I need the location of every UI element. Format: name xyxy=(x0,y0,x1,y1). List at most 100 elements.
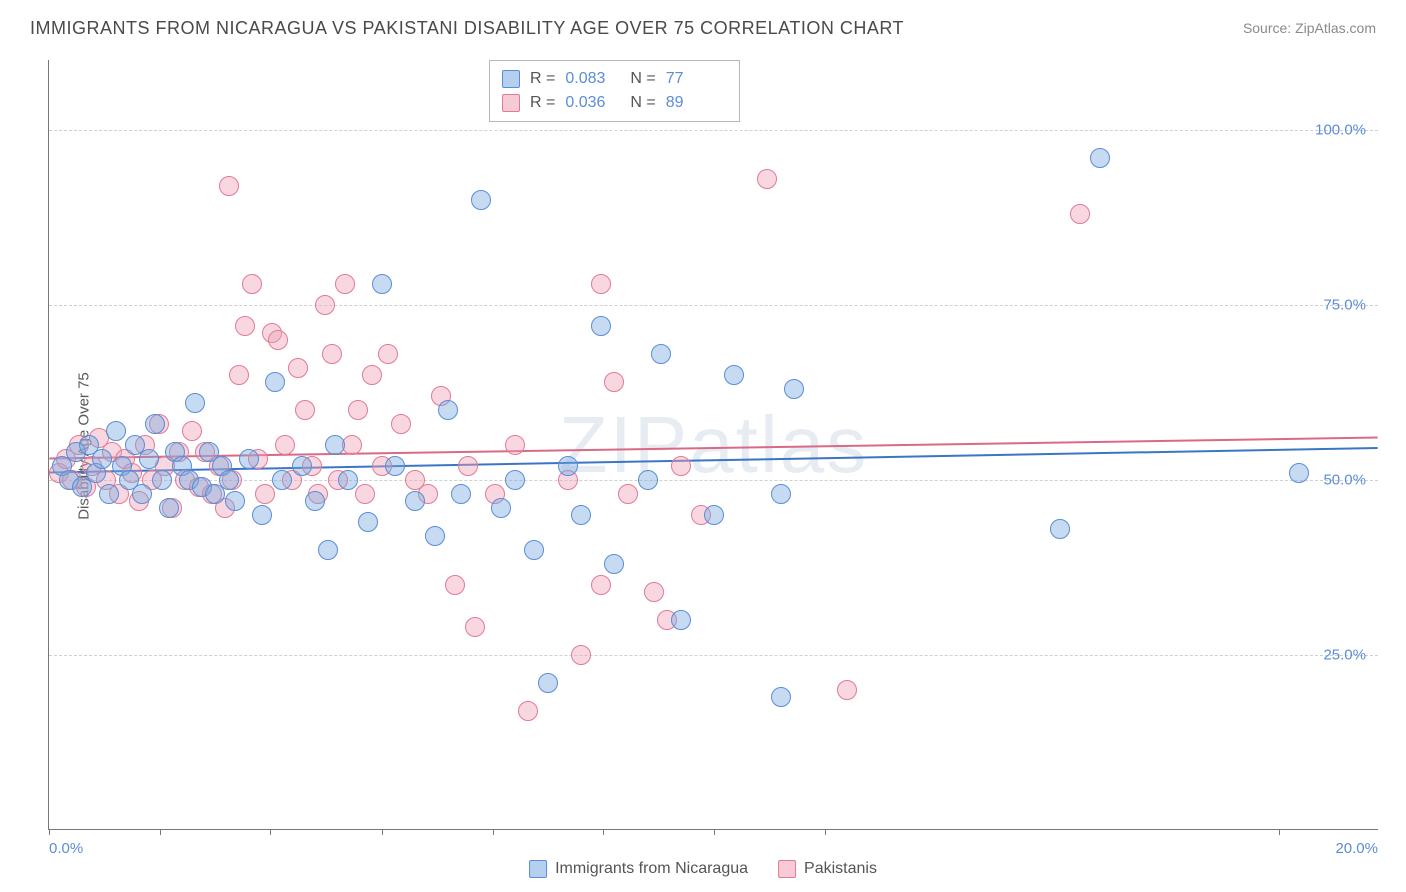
scatter-point xyxy=(1289,463,1309,483)
scatter-point xyxy=(268,330,288,350)
scatter-point xyxy=(1090,148,1110,168)
scatter-point xyxy=(471,190,491,210)
scatter-point xyxy=(591,274,611,294)
scatter-point xyxy=(335,274,355,294)
legend-item-1: Immigrants from Nicaragua xyxy=(529,860,748,878)
trend-lines-svg xyxy=(49,60,1378,829)
x-tick-mark xyxy=(714,829,715,835)
scatter-point xyxy=(458,456,478,476)
scatter-point xyxy=(757,169,777,189)
r-value-2: 0.036 xyxy=(565,91,620,115)
y-tick-label: 75.0% xyxy=(1323,297,1366,314)
stats-row-2: R = 0.036 N = 89 xyxy=(502,91,721,115)
scatter-point xyxy=(425,526,445,546)
scatter-point xyxy=(524,540,544,560)
scatter-point xyxy=(325,435,345,455)
scatter-point xyxy=(505,435,525,455)
scatter-point xyxy=(106,421,126,441)
scatter-point xyxy=(591,316,611,336)
scatter-point xyxy=(92,449,112,469)
scatter-point xyxy=(385,456,405,476)
scatter-point xyxy=(152,470,172,490)
source-name: ZipAtlas.com xyxy=(1295,20,1376,36)
scatter-point xyxy=(671,456,691,476)
scatter-point xyxy=(372,274,392,294)
scatter-point xyxy=(491,498,511,518)
scatter-point xyxy=(219,470,239,490)
scatter-point xyxy=(292,456,312,476)
scatter-point xyxy=(275,435,295,455)
scatter-point xyxy=(182,421,202,441)
scatter-point xyxy=(145,414,165,434)
scatter-point xyxy=(348,400,368,420)
scatter-point xyxy=(1050,519,1070,539)
scatter-point xyxy=(465,617,485,637)
x-tick-label-right: 20.0% xyxy=(1335,840,1378,857)
x-tick-mark xyxy=(270,829,271,835)
scatter-point xyxy=(638,470,658,490)
scatter-point xyxy=(518,701,538,721)
scatter-point xyxy=(235,316,255,336)
scatter-point xyxy=(1070,204,1090,224)
scatter-point xyxy=(239,449,259,469)
scatter-point xyxy=(362,365,382,385)
swatch-blue-icon xyxy=(529,860,547,878)
scatter-point xyxy=(315,295,335,315)
scatter-point xyxy=(571,645,591,665)
scatter-point xyxy=(618,484,638,504)
scatter-point xyxy=(358,512,378,532)
watermark-text: ZIPatlas xyxy=(559,399,868,491)
x-tick-mark xyxy=(825,829,826,835)
n-label-1: N = xyxy=(630,67,655,91)
scatter-point xyxy=(604,372,624,392)
r-value-1: 0.083 xyxy=(565,67,620,91)
source-attribution: Source: ZipAtlas.com xyxy=(1243,20,1376,36)
scatter-point xyxy=(225,491,245,511)
scatter-point xyxy=(771,687,791,707)
swatch-blue-icon xyxy=(502,70,520,88)
scatter-point xyxy=(305,491,325,511)
scatter-point xyxy=(318,540,338,560)
scatter-point xyxy=(219,176,239,196)
x-tick-mark xyxy=(493,829,494,835)
n-value-1: 77 xyxy=(666,67,721,91)
scatter-point xyxy=(558,456,578,476)
scatter-point xyxy=(771,484,791,504)
scatter-point xyxy=(272,470,292,490)
r-label-1: R = xyxy=(530,67,555,91)
scatter-point xyxy=(159,498,179,518)
bottom-legend: Immigrants from Nicaragua Pakistanis xyxy=(529,860,877,878)
stats-legend-box: R = 0.083 N = 77 R = 0.036 N = 89 xyxy=(489,60,740,122)
x-tick-mark xyxy=(160,829,161,835)
scatter-point xyxy=(355,484,375,504)
scatter-point xyxy=(405,491,425,511)
legend-label-1: Immigrants from Nicaragua xyxy=(555,860,748,878)
chart-title: IMMIGRANTS FROM NICARAGUA VS PAKISTANI D… xyxy=(30,18,904,39)
scatter-point xyxy=(255,484,275,504)
scatter-point xyxy=(704,505,724,525)
x-tick-label-left: 0.0% xyxy=(49,840,83,857)
x-tick-mark xyxy=(1279,829,1280,835)
scatter-point xyxy=(724,365,744,385)
scatter-point xyxy=(571,505,591,525)
y-tick-label: 25.0% xyxy=(1323,647,1366,664)
scatter-point xyxy=(252,505,272,525)
scatter-point xyxy=(604,554,624,574)
scatter-point xyxy=(322,344,342,364)
scatter-point xyxy=(139,449,159,469)
scatter-plot-area: ZIPatlas R = 0.083 N = 77 R = 0.036 N = … xyxy=(48,60,1378,830)
y-tick-label: 100.0% xyxy=(1315,122,1366,139)
y-tick-label: 50.0% xyxy=(1323,472,1366,489)
swatch-pink-icon xyxy=(502,94,520,112)
scatter-point xyxy=(132,484,152,504)
n-label-2: N = xyxy=(630,91,655,115)
scatter-point xyxy=(185,393,205,413)
scatter-point xyxy=(265,372,285,392)
scatter-point xyxy=(378,344,398,364)
scatter-point xyxy=(229,365,249,385)
scatter-point xyxy=(784,379,804,399)
scatter-point xyxy=(837,680,857,700)
scatter-point xyxy=(338,470,358,490)
legend-item-2: Pakistanis xyxy=(778,860,877,878)
gridline xyxy=(49,480,1378,481)
